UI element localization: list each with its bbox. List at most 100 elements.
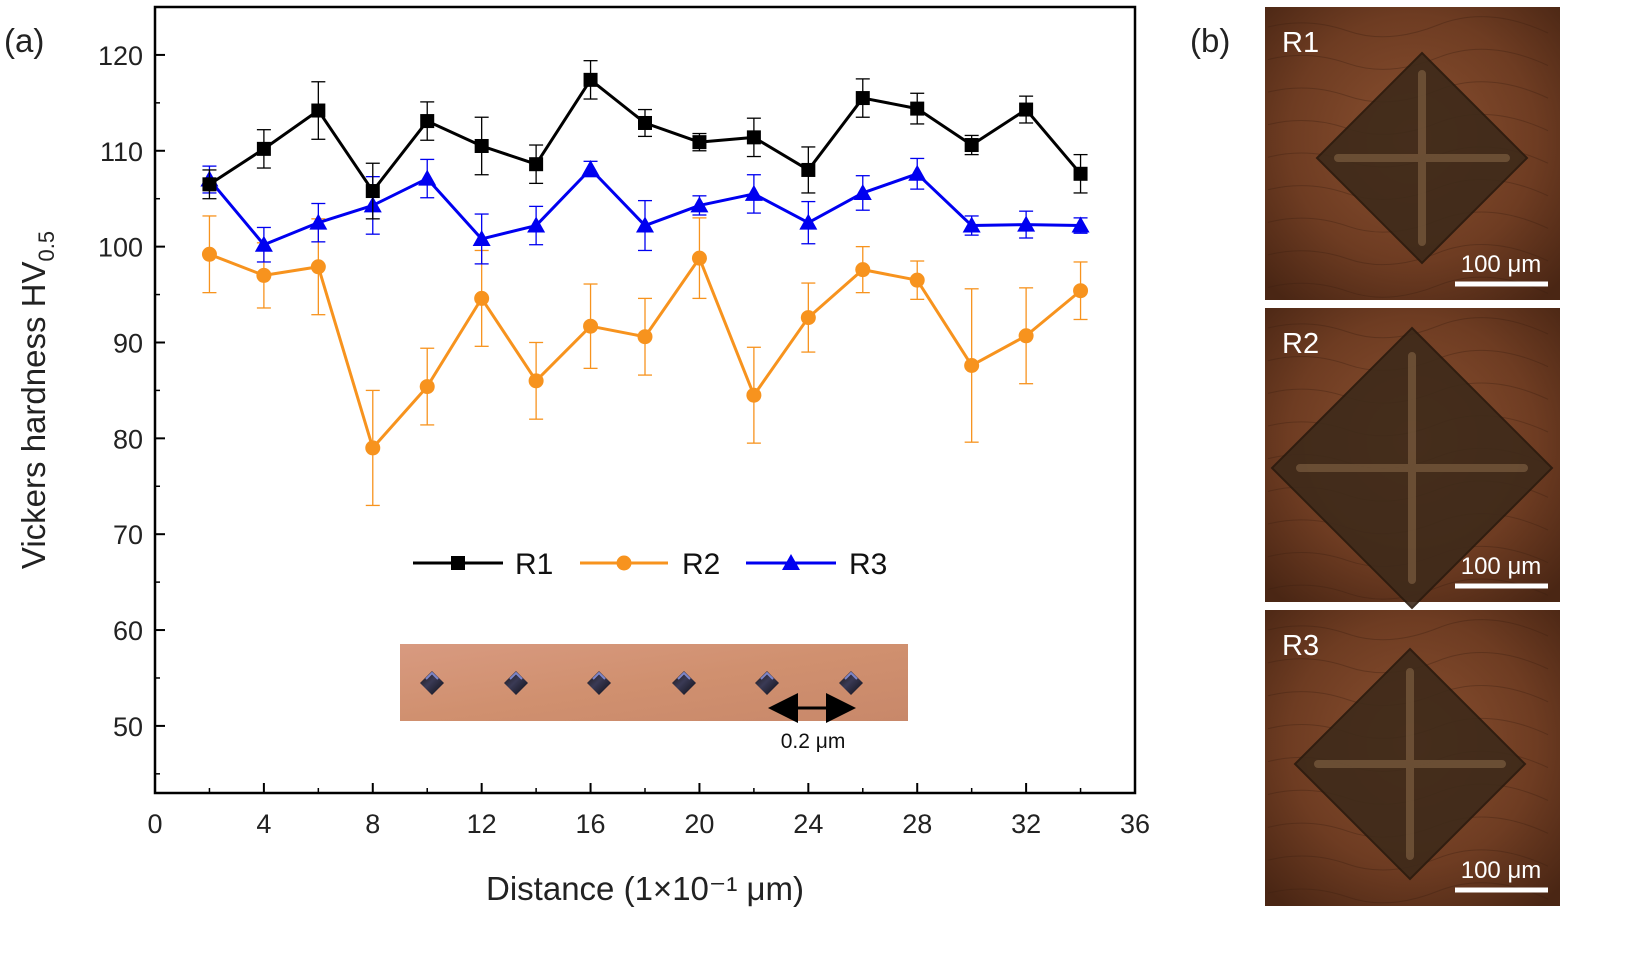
data-point-r3	[853, 183, 872, 200]
y-axis-title-main: Vickers hardness HV	[15, 262, 52, 570]
legend-entry-r3: R3	[746, 548, 887, 581]
data-point-r3	[254, 235, 273, 252]
data-point-r3	[799, 213, 818, 230]
micrograph-scale-label: 100 μm	[1461, 857, 1542, 884]
legend-marker-r1	[451, 556, 465, 570]
series-layer	[200, 60, 1090, 507]
x-tick-label: 0	[147, 809, 162, 839]
micrograph-indent-cross	[1334, 70, 1510, 246]
data-point-r3	[472, 229, 491, 246]
micrograph-label: R2	[1282, 328, 1319, 360]
data-point-r1	[964, 138, 979, 153]
micrograph-texture	[1267, 619, 1549, 641]
micrograph-label: R3	[1282, 630, 1319, 662]
legend-label-r3: R3	[849, 548, 887, 581]
micrograph-r3: R3 100 μm	[1265, 610, 1560, 906]
x-tick-label: 28	[902, 809, 932, 839]
data-point-r2	[800, 310, 816, 326]
micrograph-r1: R1 100 μm	[1265, 7, 1560, 300]
legend-entry-r1: R1	[413, 548, 553, 581]
micrograph-texture	[1267, 317, 1549, 339]
data-point-r2	[637, 329, 653, 345]
x-axis-title: Distance (1×10⁻¹ μm)	[486, 870, 804, 907]
data-point-r1	[910, 101, 925, 116]
data-point-r1	[474, 138, 489, 153]
micrograph-texture	[1267, 849, 1549, 871]
data-point-r2	[528, 373, 544, 389]
y-tick-label: 90	[113, 328, 143, 358]
data-point-r3	[1071, 216, 1090, 233]
data-point-r2	[746, 387, 762, 403]
micrograph-r2: R2 100 μm	[1265, 308, 1560, 610]
micrograph-scale-label: 100 μm	[1461, 251, 1542, 278]
y-tick-label: 80	[113, 424, 143, 454]
data-point-r1	[420, 114, 435, 129]
data-point-r1	[746, 130, 761, 145]
micrograph-texture	[1267, 16, 1549, 38]
inset-indent	[755, 671, 779, 695]
data-point-r3	[527, 216, 546, 233]
inset-indent	[839, 671, 863, 695]
x-tick-label: 20	[684, 809, 714, 839]
data-point-r1	[529, 157, 544, 172]
data-point-r3	[908, 164, 927, 181]
x-axis: 0 4 8 12 16 20 24 28 32 36	[147, 783, 1150, 839]
micrograph-texture	[1267, 244, 1549, 266]
data-point-r1	[311, 103, 326, 118]
inset-indent-highlight	[760, 671, 774, 680]
inset-indent-highlight	[509, 671, 523, 680]
data-point-r2	[964, 357, 980, 373]
x-tick-label: 4	[256, 809, 271, 839]
y-tick-label: 100	[98, 233, 143, 263]
inset-scale-label: 0.2 μm	[781, 730, 846, 753]
data-point-r1	[801, 162, 816, 177]
data-point-r1	[365, 184, 380, 199]
x-tick-label: 24	[793, 809, 823, 839]
legend-label-r1: R1	[515, 548, 553, 581]
inset-micrograph: 0.2 μm	[400, 644, 908, 753]
inset-indent	[672, 671, 696, 695]
data-point-r1	[692, 135, 707, 150]
data-point-r2	[691, 250, 707, 266]
inset-indent-highlight	[677, 671, 691, 680]
data-point-r2	[201, 246, 217, 262]
micrograph-indent-cross	[1296, 352, 1528, 584]
y-tick-label: 120	[98, 41, 143, 71]
data-point-r3	[636, 216, 654, 233]
micrograph-texture	[1267, 276, 1549, 298]
data-point-r1	[583, 72, 598, 87]
data-point-r3	[418, 169, 437, 186]
data-point-r1	[855, 91, 870, 106]
x-tick-label: 8	[365, 809, 380, 839]
x-tick-label: 36	[1120, 809, 1150, 839]
micrograph-scale-label: 100 μm	[1461, 553, 1542, 580]
inset-indent	[504, 671, 528, 695]
legend-marker-r3	[782, 554, 800, 570]
y-axis-title-subscript: 0.5	[34, 231, 59, 262]
inset-indents	[420, 671, 863, 695]
data-point-r3	[690, 196, 709, 213]
micrograph-texture	[1267, 48, 1549, 70]
series-r2	[201, 215, 1089, 507]
x-tick-label: 16	[576, 809, 606, 839]
y-tick-label: 60	[113, 616, 143, 646]
inset-indent	[587, 671, 611, 695]
micrograph-texture	[1267, 882, 1549, 904]
legend-entry-r2: R2	[580, 548, 720, 581]
data-point-r1	[202, 177, 217, 192]
data-point-r3	[1017, 215, 1036, 232]
data-point-r2	[1073, 283, 1089, 299]
micrograph-label: R1	[1282, 27, 1319, 59]
data-point-r1	[638, 115, 652, 130]
inset-indent-highlight	[425, 671, 439, 680]
y-axis: 50 60 70 80 90 100 110 120	[98, 41, 165, 775]
y-axis-title: Vickers hardness HV0.5	[15, 231, 59, 569]
data-point-r2	[256, 267, 272, 283]
data-point-r2	[419, 379, 435, 395]
data-point-r3	[744, 184, 763, 201]
y-tick-label: 110	[100, 137, 143, 167]
data-point-r2	[365, 440, 381, 456]
inset-indent-highlight	[592, 671, 606, 680]
panel-label-b: (b)	[1190, 22, 1230, 59]
data-point-r2	[583, 318, 599, 334]
